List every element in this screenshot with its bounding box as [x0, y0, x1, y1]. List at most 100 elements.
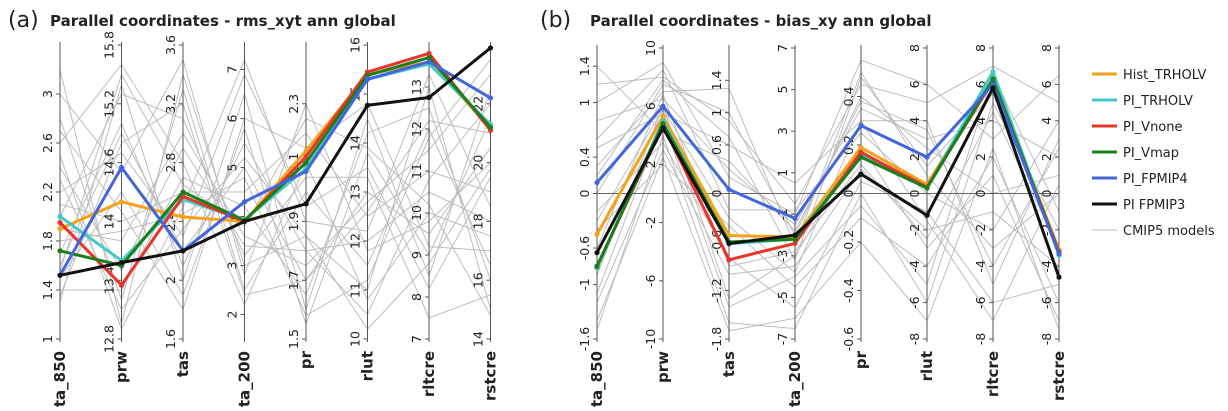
panel-b-tick-label: -8	[907, 333, 922, 346]
panel-b-tick-label: -6	[643, 275, 658, 288]
panel-b-point-pi-fpmip3	[924, 212, 930, 218]
panel-b-point-pi-fpmip3	[594, 250, 600, 256]
panel-b-tick-label: 1	[775, 169, 790, 177]
panel-a-cmip5-line	[59, 58, 491, 277]
panel-b-tick-label: -2	[973, 224, 988, 236]
panel-a-point-pi-vmap	[57, 248, 63, 254]
panel-a-tick-label: 1.9	[286, 211, 301, 231]
panel-b-point-pi-vnone	[858, 149, 864, 155]
panel-b-tick-label: 1.4	[577, 56, 592, 76]
panel-b-point-pi-trholv	[990, 69, 996, 75]
panel-b-tick-label: 6	[1039, 80, 1054, 88]
panel-b-tick-label: -10	[643, 329, 658, 349]
panel-b-axis-label-rlut: rlut	[918, 351, 936, 381]
panel-b-point-pi-vmap	[594, 263, 600, 269]
legend-label-pi-fpmip4: PI_FPMIP4	[1123, 172, 1188, 187]
panel-b-tick-label: -0.2	[841, 230, 856, 254]
panel-b-axis-label-rstcre: rstcre	[1050, 351, 1068, 401]
panel-a-point-pi-fpmip3	[57, 272, 63, 278]
panel-b-series-pi-fpmip4	[595, 82, 1061, 255]
panel-b-tick-label: 2	[643, 160, 658, 168]
panel-a-tick-label: 7	[409, 335, 424, 343]
panel-a-point-pi-vmap	[426, 55, 432, 61]
panel-b-cmip5-line	[596, 148, 1060, 303]
panel-b-tick-label: 0	[1039, 189, 1054, 197]
panel-a-axis-label-rstcre: rstcre	[482, 351, 500, 401]
legend: Hist_TRHOLV PI_TRHOLV PI_Vnone PI_Vmap PI_FP…	[1092, 68, 1215, 239]
panel-b-point-pi-fpmip4	[924, 154, 930, 160]
panel-b-point-pi-fpmip3	[990, 85, 996, 91]
panel-a-tick-label: 16	[471, 272, 486, 288]
panel-b-tick-label: 0.4	[841, 87, 856, 107]
panel-b-tick-label: 0.4	[577, 147, 592, 167]
panel-a-tick-label: 2.8	[163, 153, 178, 173]
panel-a-cmip5-line	[59, 118, 491, 326]
panel-a-tick-label: 13	[409, 79, 424, 95]
panel-b-tick-label: -0.6	[577, 236, 592, 260]
panel-a-tick-label: 3.2	[163, 94, 178, 114]
panel-b-cmip5-line	[596, 76, 1060, 276]
panel-a-tick-label: 14	[348, 135, 363, 151]
panel-a-point-pi-fpmip3	[426, 94, 432, 101]
panel-b-axes: -1.6-1-0.600.411.4ta_850-10-6-22610prw-1…	[577, 40, 1068, 407]
panel-a-cmip5-line	[59, 82, 491, 312]
panel-a-point-pi-fpmip4	[426, 59, 432, 65]
panel-a-point-pi-fpmip3	[487, 45, 494, 51]
panel-b-point-pi-fpmip4	[858, 123, 864, 129]
panel-a-point-hist-trholv	[57, 226, 63, 232]
panel-b-point-pi-fpmip3	[1056, 274, 1062, 280]
panel-a-tick-label: 15.8	[102, 31, 117, 59]
panel-a-cmip5-line	[59, 87, 491, 302]
panel-b-point-hist-trholv	[660, 113, 666, 119]
panel-a-point-pi-vmap	[364, 72, 371, 78]
panel-a-tick-label: 13.4	[102, 266, 117, 294]
panel-b-axis-label-prw: prw	[654, 351, 672, 383]
panel-b-tick-label: -6	[973, 296, 988, 309]
panel-b-tick-label: -8	[1039, 333, 1054, 346]
panel-a-point-pi-trholv	[57, 213, 63, 220]
panel-a-tick-label: 13	[348, 184, 363, 200]
panel-b-point-pi-fpmip4	[792, 215, 798, 222]
panel-a-point-pi-vnone	[118, 282, 125, 288]
panel-b-axis-label-rltcre: rltcre	[984, 351, 1002, 397]
legend-label-pi-fpmip3: PI FPMIP3	[1123, 198, 1185, 213]
panel-b-tick-label: 5	[775, 86, 790, 94]
panel-a-point-pi-fpmip4	[487, 95, 494, 101]
panel-b-tick-label: 6	[907, 80, 922, 88]
panel-b-title: Parallel coordinates - bias_xy ann globa…	[590, 12, 932, 30]
panel-a-point-pi-fpmip3	[241, 218, 248, 224]
panel-a-cmip5-line	[59, 58, 491, 331]
panel-b-tick-label: -7	[775, 333, 790, 345]
legend-label-cmip5-models: CMIP5 models	[1123, 224, 1215, 239]
panel-b-tick-label: 8	[973, 44, 988, 52]
panel-a-tick-label: 8	[409, 293, 424, 301]
panel-b-tick-label: -0.6	[841, 327, 856, 351]
panel-b-point-pi-fpmip3	[726, 241, 732, 247]
panel-b-tick-label: -4	[1039, 260, 1054, 273]
panel-a-tick-label: 12.8	[102, 325, 117, 353]
panel-a-point-pi-vmap	[303, 160, 309, 166]
panel-a-tick-label: 1.6	[163, 329, 178, 349]
panel-a-point-hist-trholv	[180, 214, 186, 220]
panel-b-point-pi-fpmip4	[660, 103, 666, 109]
panel-b-tick-label: 6	[643, 102, 658, 110]
panel-a-axes: 1 1.4 1.8 2.2 2.6 3 ta_850 12.8 13.4 14 14.6 15.2 15…	[40, 31, 500, 407]
panel-a-series-pi-trholv	[59, 62, 492, 263]
panel-b-point-pi-vnone	[792, 240, 798, 246]
panel-a-tick-label: 2	[163, 276, 178, 284]
panel-b-tick-label: 3	[775, 127, 790, 135]
panel-b-tick-label: -4	[973, 260, 988, 273]
panel-a-tick-label: 2	[225, 311, 240, 319]
panel-b-point-pi-vmap	[792, 236, 798, 242]
panel-a-point-pi-fpmip4	[241, 199, 248, 205]
panel-a-axis-label-prw: prw	[113, 351, 131, 383]
legend-label-pi-vmap: PI_Vmap	[1123, 146, 1179, 161]
panel-a-point-pi-fpmip4	[364, 76, 371, 82]
panel-a-series-pi-fpmip3	[59, 46, 492, 277]
panel-a-point-pi-vnone	[426, 50, 432, 57]
panel-b-tick-label: 0	[973, 189, 988, 197]
panel-a-series-pi-fpmip4	[58, 60, 492, 277]
panel-b-point-hist-trholv	[858, 144, 864, 151]
panel-b-tick-label: 2	[1039, 153, 1054, 161]
panel-a-tick-label: 10	[409, 205, 424, 221]
